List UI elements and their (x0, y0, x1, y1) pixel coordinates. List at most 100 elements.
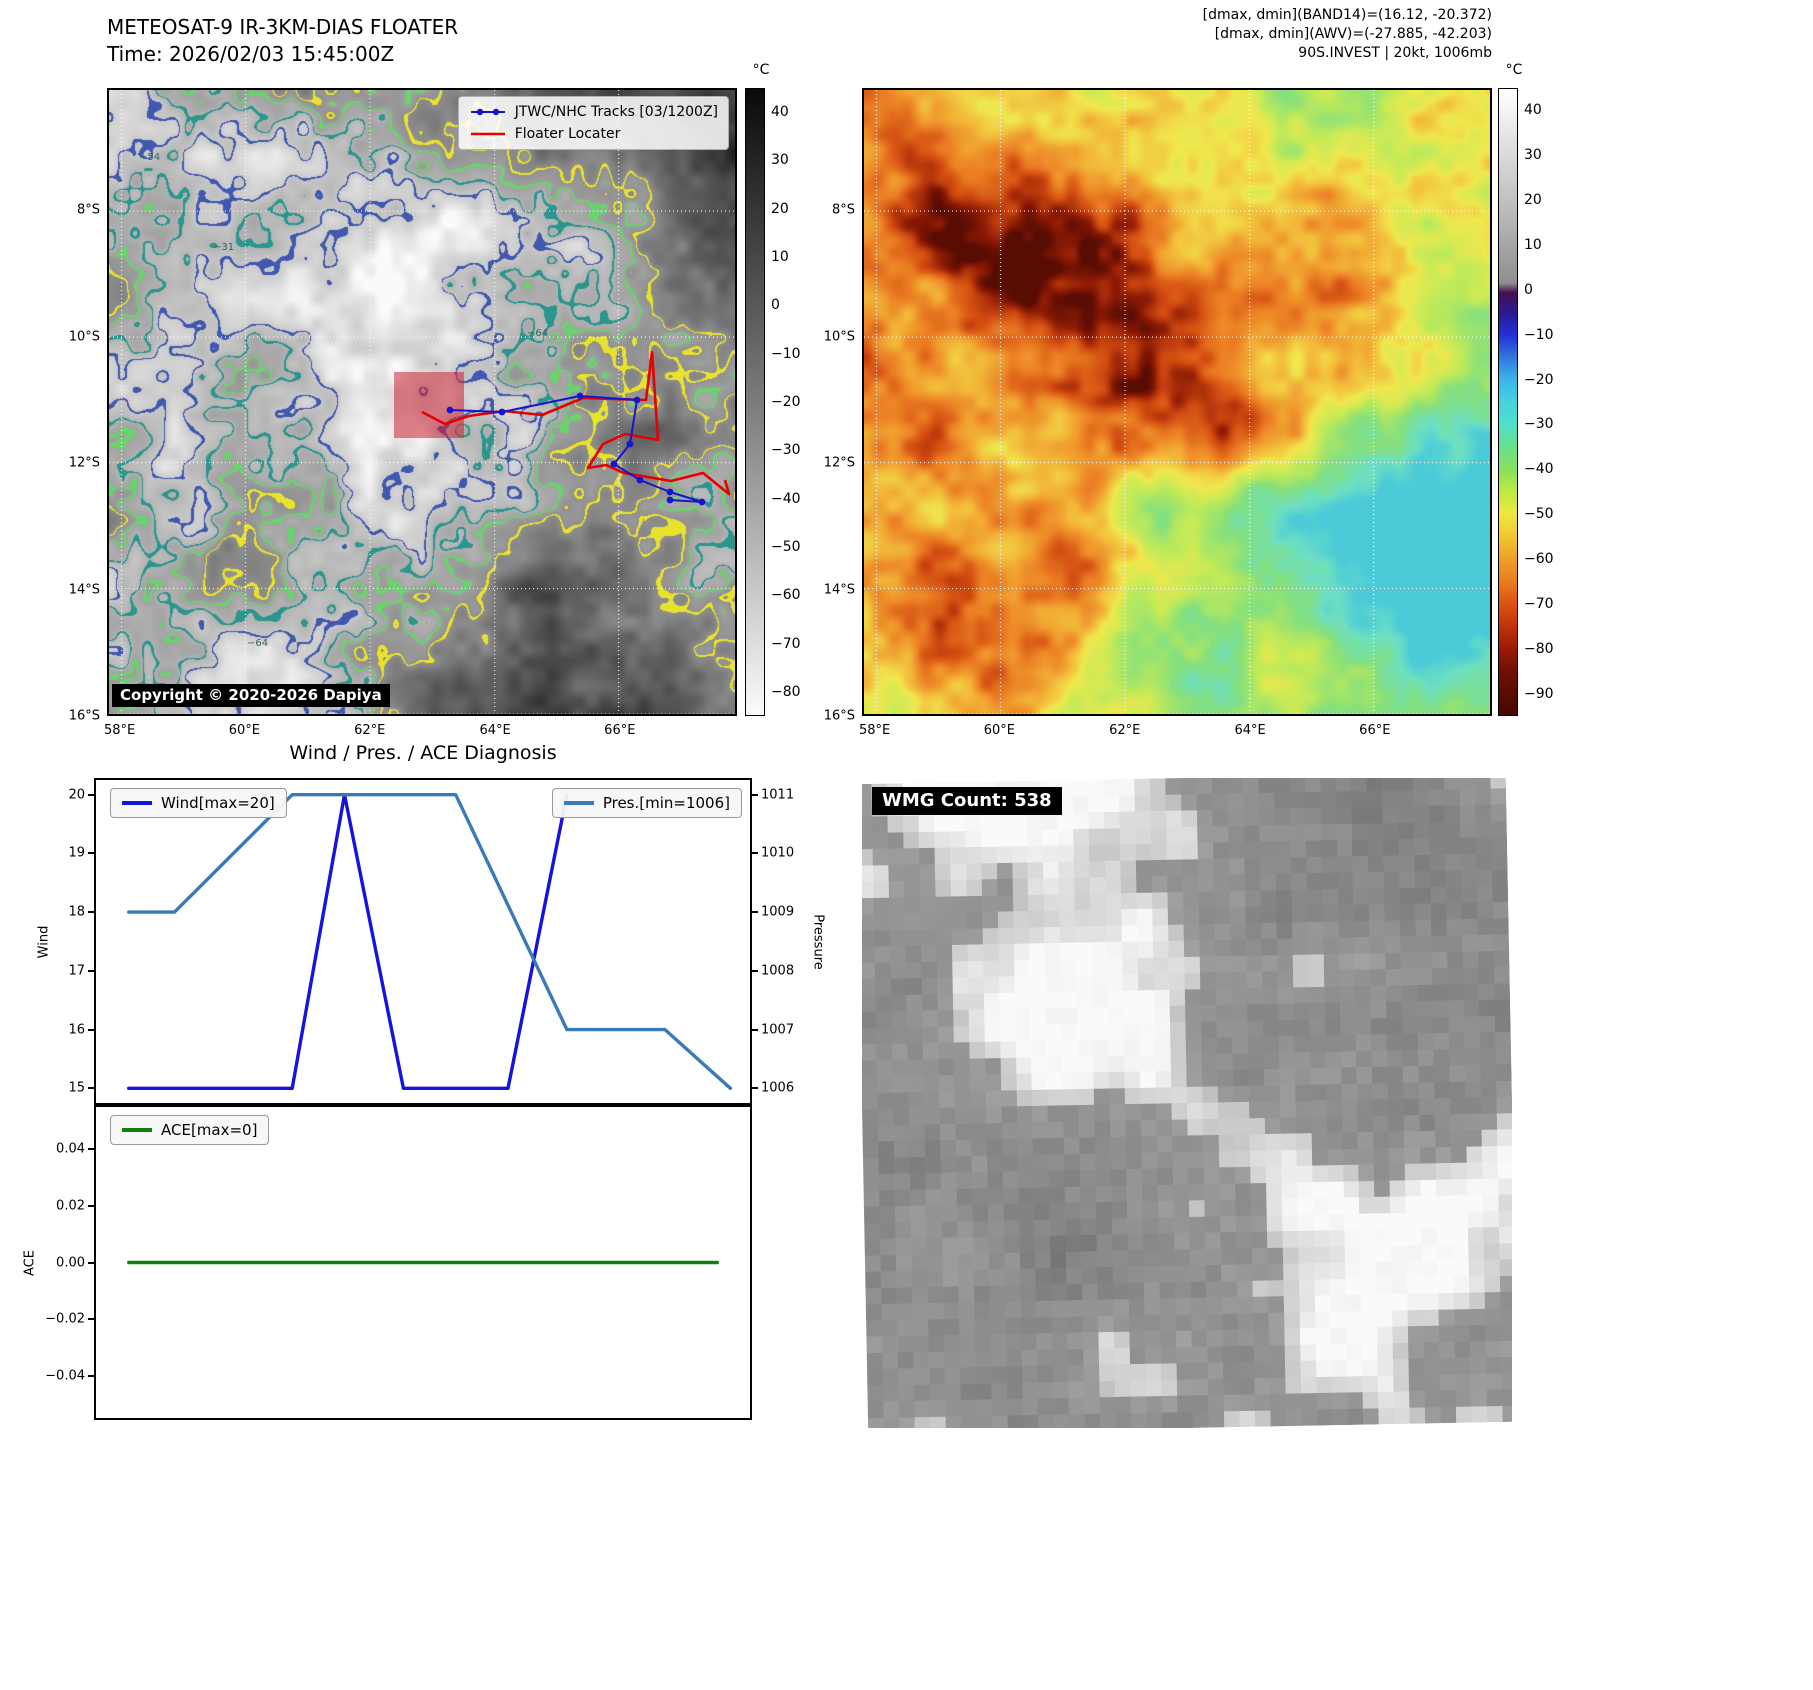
wind-legend: Wind[max=20] (110, 788, 287, 818)
wind-left-tick: 18 (68, 904, 85, 920)
legend-row-floater: Floater Locater (469, 126, 718, 142)
awv-colorbar-tick: −90 (1524, 685, 1554, 702)
contour-value-label: −54 (139, 152, 161, 163)
ir-colorbar-tick: 0 (771, 297, 780, 314)
ace-axis-label: ACE (22, 1249, 38, 1276)
ace-legend: ACE[max=0] (110, 1115, 270, 1145)
series-line (127, 792, 733, 1090)
ace-left-tickmark (88, 1374, 94, 1377)
awv-lat-tick: 8°S (831, 202, 855, 218)
ir-colorbar-tick: 20 (771, 200, 789, 217)
awv-overlay-grid (864, 90, 1490, 714)
pressure-right-tick: 1007 (761, 1022, 795, 1038)
awv-colorbar-unit-label: °C (1505, 62, 1523, 78)
wmg-microwave-image (862, 778, 1512, 1428)
wind-left-tickmark (88, 793, 94, 796)
ir-colorbar-tick: 30 (771, 152, 789, 169)
awv-colorbar-tick: −20 (1524, 371, 1554, 388)
ir-lon-tick: 60°E (228, 723, 260, 738)
pressure-legend-label: Pres.[min=1006] (602, 794, 730, 812)
wmg-count-panel: WMG Count: 538 (862, 778, 1512, 1428)
ace-left-tickmark (88, 1148, 94, 1151)
pressure-right-tickmark (752, 793, 758, 796)
ir-lon-tick: 66°E (604, 723, 636, 738)
ir-panel-title: METEOSAT-9 IR-3KM-DIAS FLOATER Time: 202… (107, 14, 458, 68)
ace-left-tick: 0.00 (56, 1255, 85, 1270)
series-line (127, 792, 569, 1090)
ir-colorbar-unit-label: °C (752, 62, 770, 78)
ir-lat-tick: 10°S (68, 329, 100, 345)
ir-panel-title-line1: METEOSAT-9 IR-3KM-DIAS FLOATER (107, 15, 459, 39)
wind-left-tick: 16 (68, 1022, 85, 1038)
wind-left-tick: 15 (68, 1080, 85, 1096)
awv-lon-tick: 64°E (1234, 723, 1266, 738)
jtwc-track-swatch-icon (470, 108, 505, 116)
wind-left-tick: 19 (68, 845, 85, 861)
ace-plot-area (127, 1260, 719, 1265)
awv-colorbar-tick: −60 (1524, 551, 1554, 567)
pressure-right-tick: 1011 (761, 787, 795, 803)
awv-colorbar-tick: −30 (1524, 416, 1554, 433)
invest-summary-text: 90S.INVEST | 20kt, 1006mb (1298, 45, 1492, 61)
floater-locater-label: Floater Locater (514, 126, 621, 142)
ace-left-tickmark (88, 1318, 94, 1321)
ir-lat-tick: 14°S (68, 582, 100, 598)
pressure-right-tickmark (752, 911, 758, 914)
awv-lon-tick: 58°E (858, 723, 891, 738)
jtwc-track-point (626, 440, 634, 448)
dmax-dmin-band14-text: [dmax, dmin](BAND14)=(16.12, -20.372) (1202, 7, 1492, 23)
pressure-right-tickmark (752, 1087, 758, 1090)
ir-colorbar-tick: 10 (771, 249, 789, 266)
floater-highlight-box (394, 372, 464, 438)
awv-lon-tick: 62°E (1109, 723, 1141, 738)
legend-row-jtwc: JTWC/NHC Tracks [03/1200Z] (469, 104, 718, 120)
awv-satellite-image (864, 90, 1490, 714)
copyright-label: Copyright © 2020-2026 Dapiya (112, 684, 390, 707)
floater-swatch-icon (470, 132, 505, 136)
jtwc-track-point (610, 460, 618, 468)
ir-colorbar-tick: 40 (771, 104, 789, 121)
wind-left-tick: 17 (68, 963, 85, 979)
ace-left-tick: 0.02 (56, 1198, 85, 1214)
awv-colorbar-tick: 0 (1524, 281, 1533, 298)
ir-panel-time: Time: 2026/02/03 15:45:00Z (107, 42, 395, 66)
dmax-dmin-awv-text: [dmax, dmin](AWV)=(-27.885, -42.203) (1214, 26, 1492, 42)
ir-colorbar-tick: −70 (771, 635, 801, 652)
wmg-count-label: WMG Count: 538 (872, 787, 1062, 815)
ir-lon-tick: 62°E (354, 723, 386, 738)
pressure-axis-label: Pressure (810, 913, 826, 970)
contour-value-label: −31 (213, 242, 235, 253)
ir-lat-tick: 16°S (68, 708, 100, 724)
ace-left-tick: −0.04 (45, 1368, 85, 1384)
ir-lon-tick: 64°E (479, 723, 511, 738)
ir-colorbar-tick: −30 (771, 442, 801, 459)
ace-legend-label: ACE[max=0] (161, 1121, 258, 1139)
jtwc-track-point (698, 498, 706, 506)
pressure-right-tick: 1010 (761, 845, 795, 861)
ace-line-swatch-icon (122, 1128, 152, 1132)
ir-satellite-panel: JTWC/NHC Tracks [03/1200Z] Floater Locat… (107, 88, 737, 716)
wind-left-tickmark (88, 911, 94, 914)
ace-left-tickmark (88, 1204, 94, 1207)
jtwc-track-point (633, 396, 641, 404)
ir-colorbar-tick: −80 (771, 683, 801, 700)
wind-line-swatch-icon (122, 801, 152, 805)
awv-lat-tick: 14°S (823, 582, 855, 598)
awv-colorbar-tick: 10 (1524, 237, 1542, 253)
contour-value-label: −64 (527, 328, 549, 339)
ir-overlay-tracks (109, 90, 735, 714)
ir-colorbar (745, 88, 765, 716)
jtwc-track-point (636, 476, 644, 484)
ace-left-tickmark (88, 1261, 94, 1264)
wind-pressure-chart: Wind[max=20] Pres.[min=1006] (94, 778, 752, 1105)
pressure-legend: Pres.[min=1006] (551, 788, 742, 818)
pressure-right-tick: 1006 (761, 1080, 795, 1096)
awv-lon-tick: 60°E (983, 723, 1015, 738)
pressure-right-tickmark (752, 1028, 758, 1031)
wind-left-tickmark (88, 1028, 94, 1031)
awv-colorbar-tick: 30 (1524, 147, 1542, 164)
awv-colorbar-tick: 20 (1524, 192, 1542, 209)
pressure-right-tickmark (752, 969, 758, 972)
pressure-right-tick: 1009 (761, 904, 795, 920)
wind-legend-label: Wind[max=20] (161, 794, 275, 812)
